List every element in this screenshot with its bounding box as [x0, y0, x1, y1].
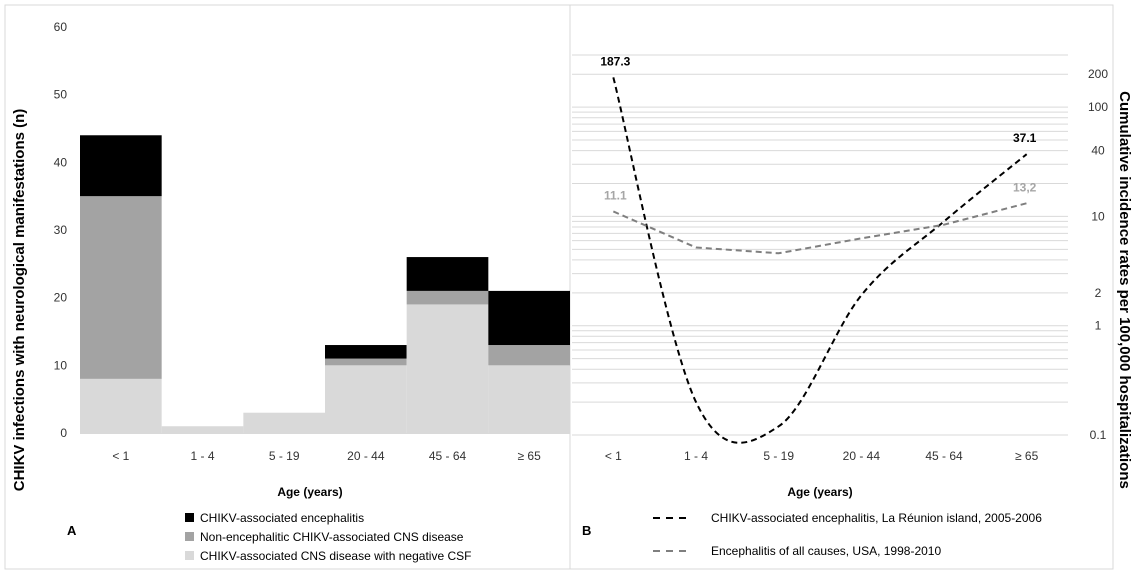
- panel-a-y-tick-label: 40: [54, 155, 68, 169]
- panel-a-bar-segment: [80, 196, 162, 379]
- panel-a-x-axis-title: Age (years): [277, 485, 342, 499]
- panel-a-bar-segment: [406, 257, 489, 291]
- panel-a-legend-swatch: [185, 551, 194, 560]
- figure-frame: [4, 4, 1114, 570]
- panel-b-data-label: 13,2: [1013, 180, 1037, 194]
- panel-a-y-axis-title: CHIKV infections with neurological manif…: [11, 109, 28, 492]
- panel-a-legend-label: Non-encephalitic CHIKV-associated CNS di…: [200, 530, 464, 544]
- panel-a-x-tick-label: 1 - 4: [190, 449, 214, 463]
- panel-a-legend-label: CHIKV-associated encephalitis: [200, 511, 364, 525]
- panel-a-y-tick-label: 0: [60, 426, 67, 440]
- panel-b-x-tick-label: 20 - 44: [843, 449, 881, 463]
- panel-b-y-tick-label: 0.1: [1090, 428, 1107, 442]
- panel-b-label: B: [582, 523, 591, 538]
- panel-a-bar-segment: [161, 426, 244, 433]
- panel-a-bar-segment: [488, 365, 570, 433]
- panel-b-y-tick-label: 200: [1088, 67, 1108, 81]
- panel-b-legend-label: Encephalitis of all causes, USA, 1998-20…: [711, 544, 941, 558]
- panel-a-bar-segment: [80, 378, 162, 433]
- panel-b: 0.1 1 2 10 40 100 200 187.3 37.1 11.1 13,2 < 1 1 -…: [572, 54, 1133, 558]
- panel-b-x-tick-label: 1 - 4: [684, 449, 708, 463]
- panel-a-bar-segment: [325, 358, 407, 366]
- panel-a-legend-swatch: [185, 532, 194, 541]
- panel-a-x-tick-label: 5 - 19: [269, 449, 300, 463]
- panel-b-y-tick-label: 1: [1095, 319, 1102, 333]
- panel-b-y-axis-title: Cumulative incidence rates per 100,000 h…: [1116, 91, 1133, 489]
- panel-a-legend-swatch: [185, 513, 194, 522]
- panel-a-x-tick-label: < 1: [112, 449, 129, 463]
- panel-b-x-tick-label: ≥ 65: [1015, 449, 1039, 463]
- panel-a-y-tick-label: 30: [54, 223, 68, 237]
- panel-a-legend: CHIKV-associated encephalitis Non-encepha…: [185, 511, 471, 563]
- panel-a-x-tick-label: 45 - 64: [429, 449, 467, 463]
- panel-b-y-tick-label: 100: [1088, 100, 1108, 114]
- panel-b-data-label: 187.3: [600, 54, 630, 68]
- panel-b-y-tick-label: 2: [1095, 286, 1102, 300]
- panel-b-gridlines: [572, 54, 1068, 436]
- panel-a-y-tick-label: 20: [54, 291, 68, 305]
- panel-a-y-tick-label: 10: [54, 358, 68, 372]
- panel-b-series-line: [612, 202, 1027, 255]
- panel-b-x-tick-label: < 1: [605, 449, 622, 463]
- panel-a-bar-segment: [325, 345, 407, 359]
- panel-a-bar-segment: [325, 365, 407, 433]
- panel-b-y-tick-label: 10: [1091, 209, 1105, 223]
- panel-a-bar-segment: [488, 345, 570, 366]
- panel-a-bar-segment: [406, 304, 489, 433]
- panel-a-bar-segment: [488, 290, 570, 346]
- panel-a-y-tick-label: 60: [54, 20, 68, 34]
- panel-b-y-tick-label: 40: [1091, 144, 1105, 158]
- panel-b-legend: CHIKV-associated encephalitis, La Réunio…: [653, 511, 1042, 558]
- panel-a-bar-segment: [80, 135, 162, 197]
- panel-a-x-tick-label: ≥ 65: [518, 449, 542, 463]
- panel-b-legend-label: CHIKV-associated encephalitis, La Réunio…: [711, 511, 1042, 525]
- panel-b-series-line: [612, 77, 1028, 444]
- panel-a-x-tick-label: 20 - 44: [347, 449, 385, 463]
- panel-a: CHIKV infections with neurological manif…: [11, 20, 570, 563]
- panel-a-y-tick-label: 50: [54, 88, 68, 102]
- panel-a-label: A: [67, 523, 77, 538]
- panel-b-x-tick-label: 5 - 19: [763, 449, 794, 463]
- panel-a-legend-label: CHIKV-associated CNS disease with negati…: [200, 549, 471, 563]
- panel-b-x-tick-label: 45 - 64: [925, 449, 963, 463]
- panel-a-bar-segment: [243, 412, 325, 433]
- panel-b-x-axis-title: Age (years): [787, 485, 852, 499]
- panel-b-data-label: 11.1: [604, 188, 627, 202]
- panel-b-data-label: 37.1: [1013, 131, 1037, 145]
- panel-a-bar-segment: [406, 290, 489, 305]
